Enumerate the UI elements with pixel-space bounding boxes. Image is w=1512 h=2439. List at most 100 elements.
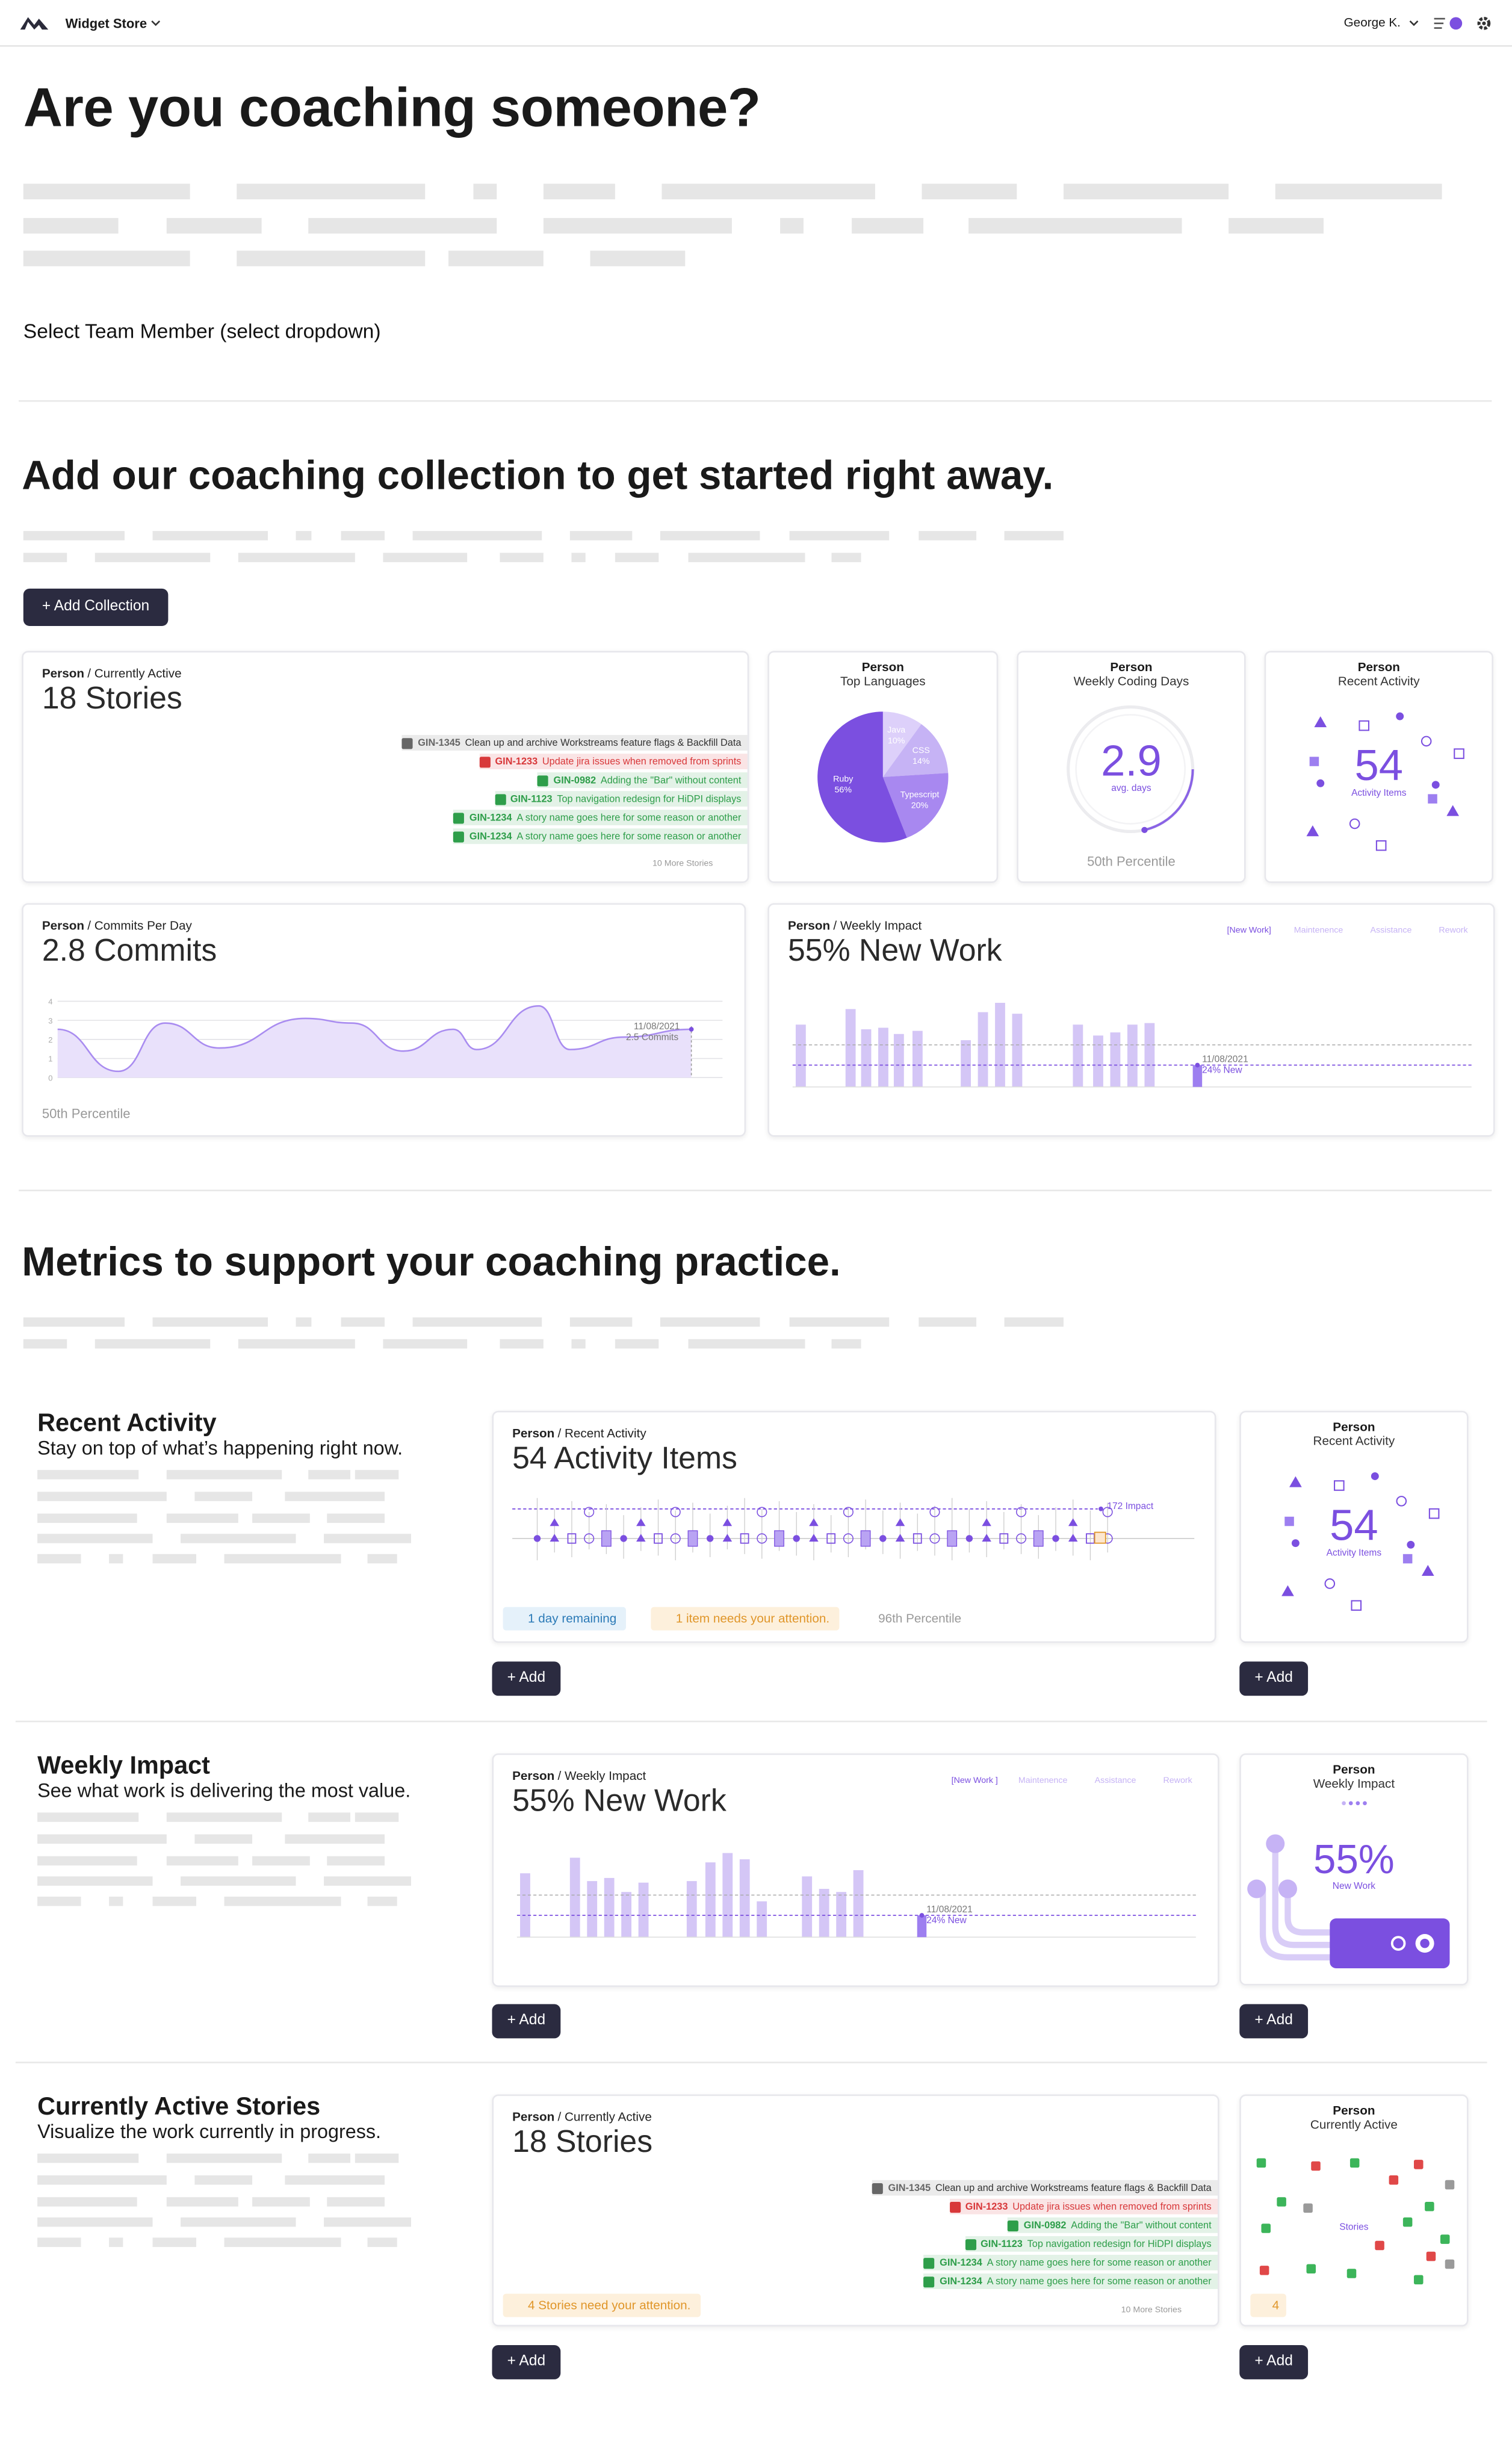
pipe-node [1278, 1879, 1297, 1898]
average-unit: avg. days [1111, 784, 1151, 795]
deco-dot [1316, 779, 1325, 787]
activity-marker [1016, 1507, 1027, 1517]
slice-value-label: 14% [912, 757, 930, 766]
activity-marker [793, 1535, 800, 1542]
row-title: Weekly Impact [37, 1753, 210, 1780]
notifications-icon[interactable] [1433, 16, 1464, 31]
impact-bar [1127, 1024, 1138, 1087]
card-header: Person / Commits Per Day [42, 919, 192, 932]
widget-card: Person / Recent Activity 54 Activity Items… [492, 1410, 1216, 1643]
placeholder-bar [367, 2237, 397, 2248]
deco-square [1334, 1480, 1345, 1491]
activity-marker [1068, 1518, 1078, 1542]
activity-marker [895, 1518, 905, 1542]
impact-bar [520, 1873, 530, 1938]
widget-card: Person / Weekly Impact 55% New Work [New Wo… [767, 903, 1495, 1137]
story-icon [454, 812, 465, 823]
annotation-date: 11/08/2021 [633, 1023, 680, 1033]
more-stories: 10 More Stories [652, 860, 713, 869]
impact-bar [705, 1862, 716, 1938]
settings-icon[interactable] [1476, 16, 1492, 31]
deco-triangle [1314, 716, 1327, 728]
add-collection-button[interactable]: + Add Collection [23, 588, 169, 626]
activity-marker [999, 1533, 1009, 1544]
activity-marker [912, 1533, 922, 1544]
placeholder-bar [37, 1856, 137, 1866]
section-title: Metrics to support your coaching practic… [22, 1238, 841, 1285]
story-name: Update jira issues when removed from spr… [542, 755, 742, 767]
story-row: GIN-1234 A story name goes here for some … [924, 2273, 1218, 2289]
add-button[interactable]: + Add [1239, 2004, 1309, 2039]
placeholder-bar [327, 2197, 385, 2207]
story-name: Top navigation redesign for HiDPI displa… [1027, 2238, 1212, 2249]
impact-bar [1073, 1024, 1083, 1087]
deco-square [1284, 1516, 1294, 1526]
story-dot [1277, 2197, 1286, 2207]
placeholder-bar [224, 2237, 341, 2248]
deco-triangle [1306, 825, 1319, 837]
widget-card: Person Weekly Coding Days 2.9 avg. days 50th… [1017, 651, 1246, 883]
placeholder-bar [308, 218, 497, 234]
add-button[interactable]: + Add [492, 2345, 561, 2379]
legend-item: Maintenence [1294, 926, 1343, 936]
widget-card: Person / Commits Per Day 2.8 Commits 4 3 2 1 0 1… [22, 903, 746, 1137]
pipe-node [1266, 1834, 1285, 1853]
toggle-knob [1390, 1936, 1406, 1951]
activity-marker [843, 1533, 854, 1544]
placeholder-bar [37, 2175, 167, 2185]
add-button[interactable]: + Add [492, 2004, 561, 2039]
divider [19, 1189, 1492, 1192]
card-headline: 2.8 Commits [42, 934, 217, 969]
placeholder-bar [324, 1876, 411, 1886]
add-button[interactable]: + Add [1239, 2345, 1309, 2379]
activity-marker [601, 1530, 612, 1547]
impact-label: 172 Impact [1107, 1502, 1154, 1512]
story-row: GIN-1345 Clean up and archive Workstreams… [402, 735, 748, 751]
placeholder-bar [37, 1470, 139, 1480]
story-icon [1008, 2219, 1020, 2231]
widget-card: Person / Currently Active 18 Stories GIN-13… [492, 2094, 1219, 2326]
story-id: GIN-1123 [981, 2238, 1023, 2249]
activity-marker [982, 1518, 991, 1542]
story-icon [949, 2201, 961, 2212]
deco-square [1428, 794, 1437, 804]
placeholder-bar [166, 1812, 282, 1822]
divider [19, 400, 1492, 402]
card-headline: 54 Activity Items [512, 1442, 737, 1477]
slice-name: Java [887, 725, 905, 735]
user-menu[interactable]: George K. [1343, 15, 1401, 30]
add-button[interactable]: + Add [1239, 1661, 1309, 1696]
attention-pill: 1 item needs your attention. [651, 1607, 839, 1631]
store-menu[interactable]: Widget Store [65, 15, 147, 31]
placeholder-bar [109, 1896, 123, 1906]
add-button[interactable]: + Add [492, 1661, 561, 1696]
story-name: A story name goes here for some reason o… [516, 812, 742, 823]
placeholder-bar [166, 1513, 238, 1523]
placeholder-bar [285, 1492, 385, 1501]
impact-bar [739, 1859, 750, 1938]
placeholder-bar [543, 218, 732, 234]
story-id: GIN-1234 [940, 2257, 982, 2268]
placeholder-bar [789, 1317, 890, 1327]
card-subtitle: / Weekly Impact [557, 1768, 646, 1784]
activity-marker [620, 1535, 627, 1542]
placeholder-bar [308, 1470, 351, 1480]
card-headline: 55% New Work [512, 1784, 727, 1819]
story-dot [1256, 2158, 1266, 2168]
impact-bar [845, 1009, 856, 1087]
impact-bar [912, 1030, 923, 1087]
placeholder-bar [780, 218, 804, 234]
placeholder-bar [500, 1339, 544, 1349]
placeholder-bar [23, 218, 119, 234]
story-icon [924, 2257, 935, 2268]
placeholder-bar [296, 1317, 312, 1327]
placeholder-bar [571, 553, 586, 562]
row-title: Currently Active Stories [37, 2094, 321, 2121]
placeholder-bar [238, 1339, 355, 1349]
placeholder-bar [166, 2153, 282, 2163]
row-description: See what work is delivering the most val… [37, 1779, 411, 1802]
deco-dot [1371, 1472, 1379, 1480]
placeholder-bar [37, 1896, 81, 1906]
activity-marker [1016, 1533, 1027, 1544]
placeholder-bar [23, 1317, 125, 1327]
